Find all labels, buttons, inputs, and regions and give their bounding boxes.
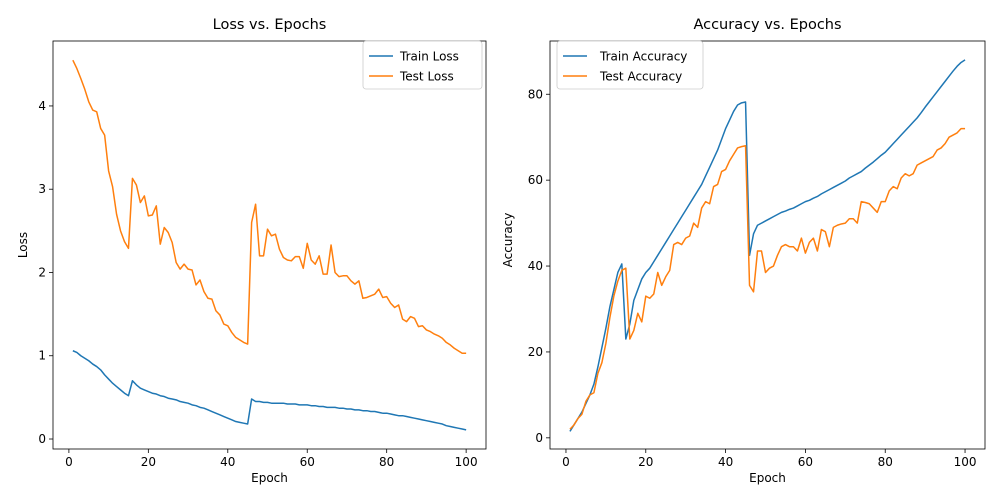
plot-frame bbox=[52, 40, 487, 450]
x-tick-label: 80 bbox=[878, 455, 893, 469]
x-tick-label: 100 bbox=[455, 455, 478, 469]
y-axis-label: Loss bbox=[16, 232, 30, 258]
y-ticks: 0 20 40 60 80 bbox=[528, 87, 550, 445]
legend-box bbox=[556, 40, 704, 90]
x-tick-label: 20 bbox=[141, 455, 156, 469]
x-tick-label: 100 bbox=[954, 455, 977, 469]
legend-label-train-loss: Train Loss bbox=[399, 50, 459, 64]
x-ticks: 0 20 40 60 80 100 bbox=[562, 449, 976, 469]
y-tick-label: 0 bbox=[38, 432, 46, 446]
x-tick-label: 40 bbox=[220, 455, 235, 469]
x-axis-label: Epoch bbox=[251, 471, 288, 485]
y-tick-label: 2 bbox=[38, 265, 46, 279]
x-tick-label: 60 bbox=[300, 455, 315, 469]
x-tick-label: 80 bbox=[379, 455, 394, 469]
series-lines bbox=[569, 59, 966, 432]
accuracy-chart: Accuracy vs. Epochs Epoch Accuracy 0 20 40… bbox=[501, 17, 986, 485]
y-axis-label: Accuracy bbox=[501, 213, 515, 268]
series-line-test-accuracy bbox=[569, 127, 966, 430]
series-line-train-accuracy bbox=[569, 59, 966, 432]
legend: Train Accuracy Test Accuracy bbox=[556, 40, 704, 90]
y-tick-label: 4 bbox=[38, 99, 46, 113]
legend-label-train-accuracy: Train Accuracy bbox=[599, 50, 687, 64]
plot-frame bbox=[549, 40, 986, 450]
x-tick-label: 20 bbox=[638, 455, 653, 469]
legend-label-test-loss: Test Loss bbox=[399, 70, 454, 84]
y-tick-label: 3 bbox=[38, 182, 46, 196]
legend-box bbox=[362, 40, 483, 90]
series-lines bbox=[72, 59, 467, 431]
series-line-train-loss bbox=[72, 350, 467, 431]
y-tick-label: 20 bbox=[528, 345, 543, 359]
x-tick-label: 0 bbox=[562, 455, 570, 469]
y-tick-label: 40 bbox=[528, 259, 543, 273]
y-ticks: 0 1 2 3 4 bbox=[38, 99, 53, 446]
x-ticks: 0 20 40 60 80 100 bbox=[65, 449, 478, 469]
chart-title: Accuracy vs. Epochs bbox=[693, 17, 841, 33]
y-tick-label: 0 bbox=[535, 431, 543, 445]
y-tick-label: 80 bbox=[528, 87, 543, 101]
x-axis-label: Epoch bbox=[749, 471, 786, 485]
x-tick-label: 60 bbox=[798, 455, 813, 469]
x-tick-label: 0 bbox=[65, 455, 73, 469]
x-tick-label: 40 bbox=[718, 455, 733, 469]
loss-chart: Loss vs. Epochs Epoch Loss 0 20 40 60 80 100 … bbox=[16, 17, 487, 485]
legend-label-test-accuracy: Test Accuracy bbox=[599, 70, 682, 84]
legend: Train Loss Test Loss bbox=[362, 40, 483, 90]
series-line-test-loss bbox=[72, 59, 467, 354]
chart-title: Loss vs. Epochs bbox=[213, 17, 327, 33]
y-tick-label: 60 bbox=[528, 173, 543, 187]
y-tick-label: 1 bbox=[38, 349, 46, 363]
